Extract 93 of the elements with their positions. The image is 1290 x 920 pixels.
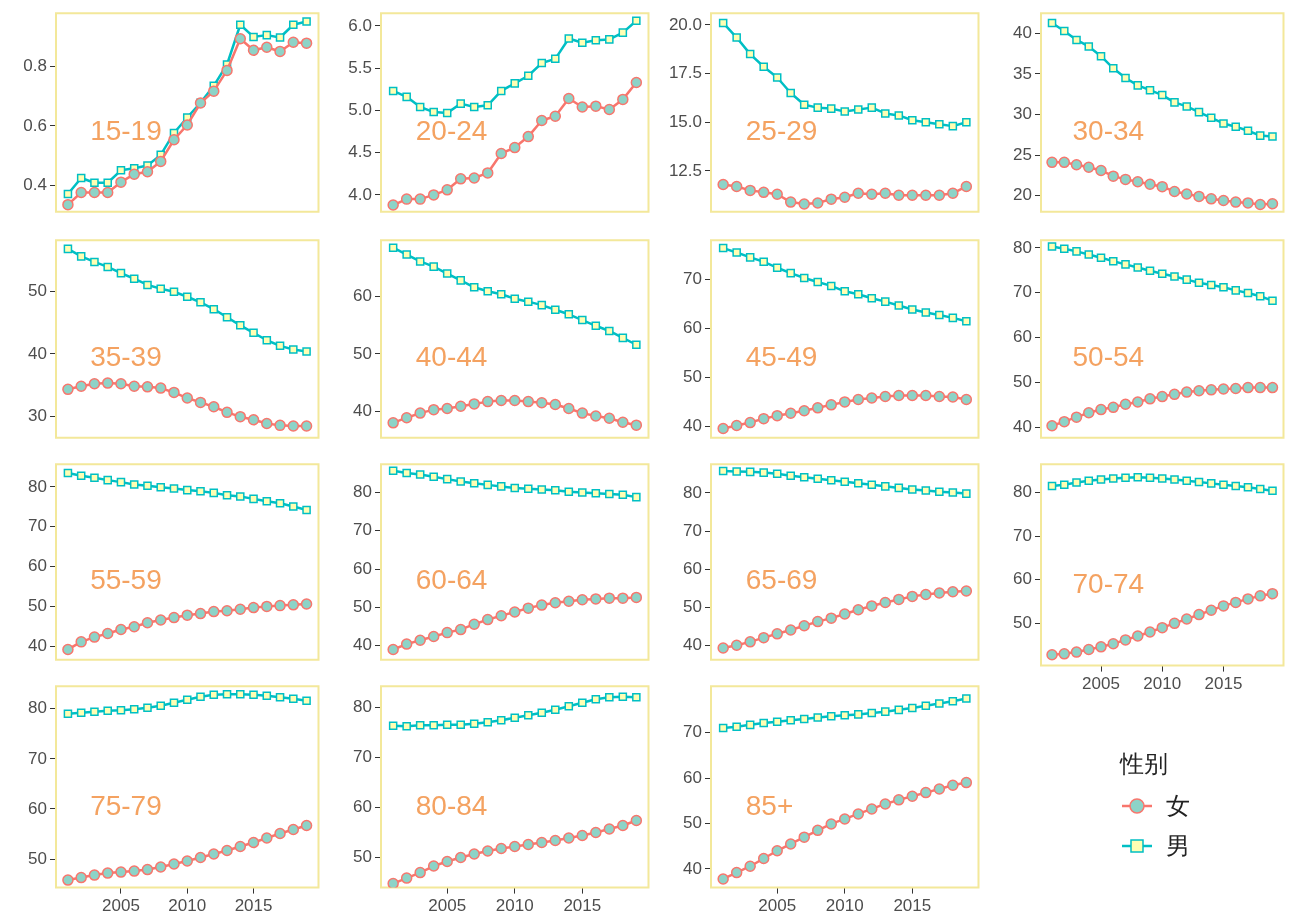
y-tick-label: 80	[1013, 482, 1032, 502]
text: 20-24	[415, 115, 488, 147]
y-tick-label: 80	[353, 482, 372, 502]
y-tick-label: 70	[683, 268, 702, 288]
y-tick-label: 17.5	[668, 63, 702, 83]
y-tick-label: 60	[353, 286, 372, 306]
x-tick-label: 2015	[234, 896, 273, 916]
y-tick-label: 35	[1013, 63, 1032, 83]
y-tick-label: 60	[28, 798, 47, 818]
y-tick-label: 4.5	[348, 142, 372, 162]
y-tick-label: 60	[353, 797, 372, 817]
y-tick-label: 6.0	[348, 15, 372, 35]
y-tick-label: 40	[353, 401, 372, 421]
y-tick-label: 50	[1013, 371, 1032, 391]
y-tick-label: 40	[28, 635, 47, 655]
y-tick-label: 70	[353, 747, 372, 767]
text: 45-49	[745, 341, 818, 373]
y-tick-label: 30	[1013, 104, 1032, 124]
x-tick-label: 2015	[1204, 674, 1243, 694]
y-tick-label: 70	[683, 722, 702, 742]
y-tick-label: 60	[353, 558, 372, 578]
y-tick-label: 20	[1013, 185, 1032, 205]
x-tick-label: 2015	[893, 896, 932, 916]
legend-label: 男	[1166, 831, 1190, 862]
x-tick-label: 2005	[428, 896, 467, 916]
y-tick-label: 60	[1013, 327, 1032, 347]
text: 25-29	[745, 115, 818, 147]
y-tick-label: 60	[683, 767, 702, 787]
x-tick-label: 2015	[563, 896, 602, 916]
text: 40-44	[415, 341, 488, 373]
y-tick-label: 40	[28, 343, 47, 363]
text: 55-59	[90, 564, 162, 596]
y-tick-label: 50	[683, 597, 702, 617]
x-tick-label: 2005	[1082, 674, 1120, 694]
y-tick-label: 25	[1013, 144, 1032, 164]
y-tick-label: 50	[353, 847, 372, 867]
y-tick-label: 60	[683, 317, 702, 337]
y-tick-label: 50	[683, 367, 702, 387]
y-tick-label: 80	[28, 476, 47, 496]
legend-title: 性别	[1120, 749, 1169, 780]
y-tick-label: 50	[1013, 613, 1032, 632]
text: 50-54	[1072, 341, 1145, 373]
y-tick-label: 4.0	[348, 184, 372, 204]
text: 85+	[745, 789, 794, 821]
y-tick-label: 70	[353, 520, 372, 540]
y-tick-label: 70	[28, 748, 47, 768]
text: 75-79	[90, 789, 162, 821]
y-tick-label: 40	[683, 858, 702, 878]
y-tick-label: 30	[28, 405, 47, 425]
y-tick-label: 80	[353, 696, 372, 716]
text: 30-34	[1072, 115, 1145, 147]
text: 80-84	[415, 789, 488, 821]
y-tick-label: 50	[28, 848, 47, 868]
y-tick-label: 15.0	[668, 111, 702, 131]
x-tick-label: 2010	[825, 896, 864, 916]
y-tick-label: 50	[353, 597, 372, 617]
y-tick-label: 5.5	[348, 57, 372, 77]
y-tick-label: 12.5	[668, 160, 702, 180]
legend-label: 女	[1166, 791, 1190, 822]
y-tick-label: 40	[683, 416, 702, 436]
y-tick-label: 80	[1013, 237, 1032, 257]
y-tick-label: 60	[28, 556, 47, 576]
text: 60-64	[415, 564, 488, 596]
y-tick-label: 80	[683, 482, 702, 502]
y-tick-label: 0.4	[23, 174, 47, 194]
x-tick-label: 2010	[1143, 674, 1182, 694]
y-tick-label: 60	[1013, 569, 1032, 589]
y-tick-label: 40	[683, 635, 702, 655]
y-tick-label: 0.8	[23, 56, 47, 76]
y-tick-label: 20.0	[668, 14, 702, 34]
y-tick-label: 40	[1013, 23, 1032, 43]
y-tick-label: 0.6	[23, 115, 47, 135]
text: 65-69	[745, 564, 818, 596]
x-tick-label: 2010	[168, 896, 207, 916]
y-tick-label: 70	[28, 516, 47, 536]
y-tick-label: 80	[28, 698, 47, 718]
y-tick-label: 70	[683, 520, 702, 540]
y-tick-label: 50	[353, 343, 372, 363]
y-tick-label: 50	[28, 281, 47, 301]
y-tick-label: 5.0	[348, 100, 372, 120]
text: 15-19	[90, 115, 162, 147]
x-tick-label: 2005	[758, 896, 797, 916]
x-tick-label: 2005	[102, 896, 140, 916]
y-tick-label: 70	[1013, 282, 1032, 302]
y-tick-label: 50	[683, 813, 702, 833]
y-tick-label: 40	[1013, 416, 1032, 436]
text: 70-74	[1072, 567, 1145, 599]
y-tick-label: 50	[28, 596, 47, 616]
x-tick-label: 2010	[495, 896, 534, 916]
y-tick-label: 60	[683, 558, 702, 578]
text: 35-39	[90, 341, 162, 373]
y-tick-label: 70	[1013, 525, 1032, 545]
y-tick-label: 40	[353, 635, 372, 655]
